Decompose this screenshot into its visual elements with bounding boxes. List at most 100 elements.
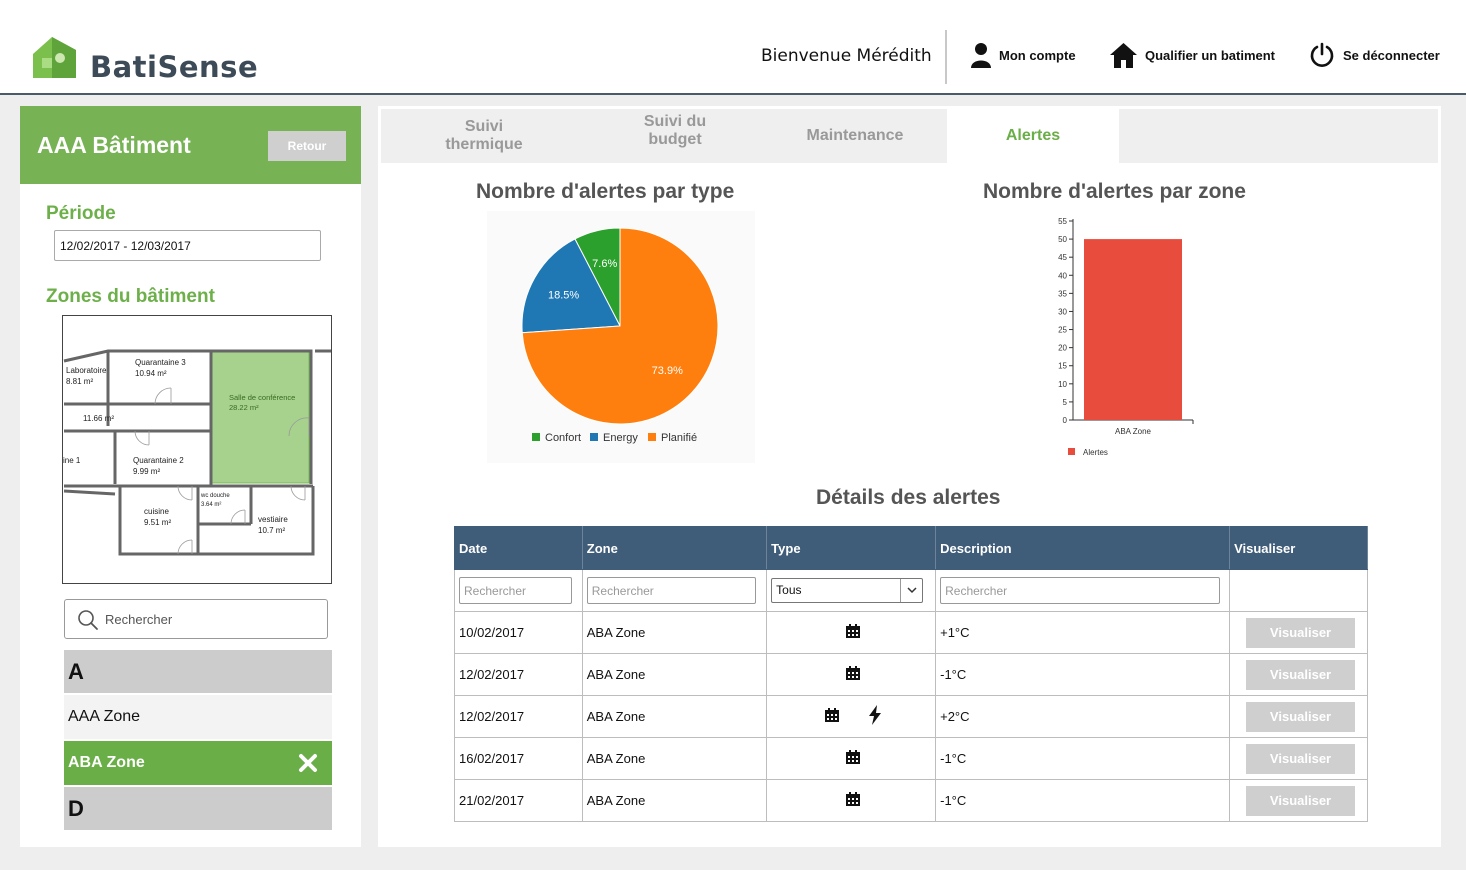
visualiser-button[interactable]: Visualiser <box>1246 617 1356 648</box>
cell-type <box>766 653 937 696</box>
legend-label[interactable]: Alertes <box>1083 448 1108 457</box>
y-tick-label: 5 <box>1063 398 1068 407</box>
room-area: 9.51 m² <box>144 518 171 527</box>
visualiser-button[interactable]: Visualiser <box>1246 701 1356 732</box>
col-visualiser: Visualiser <box>1229 526 1368 570</box>
tab-label: Suivi thermique <box>445 118 523 153</box>
pie-slice-energy[interactable] <box>521 238 621 334</box>
legend-label[interactable]: Planifié <box>661 432 697 444</box>
my-account-link[interactable]: Mon compte <box>971 40 1076 70</box>
cell-zone: ABA Zone <box>581 737 768 780</box>
cell-description: +1°C <box>935 611 1231 654</box>
y-tick-label: 25 <box>1058 326 1067 335</box>
cell-type <box>766 737 937 780</box>
room-area: 28.22 m² <box>229 403 259 412</box>
logout-link[interactable]: Se déconnecter <box>1309 40 1440 70</box>
col-zone[interactable]: Zone <box>581 526 768 570</box>
legend-swatch <box>532 433 540 441</box>
table-row: 12/02/2017 ABA Zone +2°C Visualiser <box>454 695 1368 738</box>
room-area: 8.81 m² <box>66 377 93 386</box>
pie-chart: 7.6% 18.5% 73.9% Confort Energy Planifié <box>487 211 755 463</box>
user-icon <box>971 43 991 68</box>
description-filter-input[interactable] <box>940 577 1221 604</box>
visualiser-button[interactable]: Visualiser <box>1246 785 1356 816</box>
app-header: BatiSense Bienvenue Mérédith Mon compte … <box>0 0 1466 95</box>
floor-plan[interactable]: Laboratoire 8.81 m² Quarantaine 3 10.94 … <box>62 315 332 584</box>
cell-type <box>766 695 937 738</box>
col-date[interactable]: Date <box>454 526 583 570</box>
y-tick-label: 15 <box>1058 362 1067 371</box>
close-icon[interactable] <box>298 753 318 773</box>
legend-label[interactable]: Energy <box>603 432 638 444</box>
visualiser-button[interactable]: Visualiser <box>1246 659 1356 690</box>
bar-aba-zone[interactable] <box>1084 239 1182 420</box>
room-area: 11.66 m² <box>83 414 114 423</box>
building-title: AAA Bâtiment <box>37 132 191 158</box>
cell-action: Visualiser <box>1229 611 1368 654</box>
col-description[interactable]: Description <box>935 526 1231 570</box>
zone-item-label: ABA Zone <box>68 754 145 771</box>
sidebar: AAA Bâtiment Retour Période Zones du bât… <box>20 106 361 847</box>
tab-suivi-budget[interactable]: Suivi du budget <box>587 109 763 163</box>
zone-filter-input[interactable] <box>586 577 757 604</box>
col-type[interactable]: Type <box>766 526 937 570</box>
cell-zone: ABA Zone <box>581 779 768 822</box>
back-button[interactable]: Retour <box>268 131 346 161</box>
y-tick-label: 50 <box>1058 235 1067 244</box>
zones-label: Zones du bâtiment <box>46 286 215 307</box>
y-tick-label: 20 <box>1058 344 1067 353</box>
period-input[interactable] <box>54 230 321 261</box>
zone-search-input[interactable] <box>105 610 315 628</box>
cell-zone: ABA Zone <box>581 653 768 696</box>
pie-chart-title: Nombre d'alertes par type <box>476 180 735 203</box>
zone-list: A AAA Zone ABA Zone D <box>64 650 332 830</box>
visualiser-button[interactable]: Visualiser <box>1246 743 1356 774</box>
zone-item-aba[interactable]: ABA Zone <box>64 741 332 785</box>
period-label: Période <box>46 203 116 224</box>
room-label: wc douche <box>200 493 230 499</box>
room-label: cuisine <box>144 507 169 516</box>
zone-search[interactable] <box>64 599 328 639</box>
building-header: AAA Bâtiment Retour <box>20 106 361 184</box>
table-row: 21/02/2017 ABA Zone -1°C Visualiser <box>454 779 1368 822</box>
room-label: Salle de conférence <box>229 393 295 402</box>
chevron-down-icon <box>900 579 922 602</box>
legend-label[interactable]: Confort <box>545 432 581 444</box>
brand-name: BatiSense <box>90 50 259 84</box>
pie-slice-planifié[interactable] <box>521 227 719 425</box>
tab-suivi-thermique[interactable]: Suivi thermique <box>381 109 587 163</box>
date-filter-input[interactable] <box>459 577 572 604</box>
brand-logo[interactable]: BatiSense <box>30 34 258 90</box>
zone-item-label: AAA Zone <box>68 708 141 725</box>
logout-label: Se déconnecter <box>1343 47 1440 63</box>
tab-maintenance[interactable]: Maintenance <box>763 109 947 163</box>
calendar-icon <box>845 665 861 684</box>
bar-chart: 0 5 10 15 20 25 30 35 40 45 50 55 ABA Zone Alertes <box>1038 212 1208 462</box>
filter-row: Tous <box>454 569 1368 612</box>
room-label: Quarantaine 3 <box>135 358 186 367</box>
tab-alertes[interactable]: Alertes <box>947 109 1119 163</box>
search-icon <box>78 610 98 630</box>
main-panel: Suivi thermique Suivi du budget Maintena… <box>378 106 1441 847</box>
room-salle-conference[interactable] <box>210 350 310 484</box>
room-area: 3.64 m² <box>201 502 221 508</box>
tab-label: Suivi du budget <box>643 113 707 148</box>
cell-action: Visualiser <box>1229 695 1368 738</box>
type-filter-select[interactable]: Tous <box>771 578 924 603</box>
legend-swatch <box>590 433 598 441</box>
my-account-label: Mon compte <box>999 47 1076 63</box>
qualify-building-link[interactable]: Qualifier un batiment <box>1110 40 1275 70</box>
room-area: 10.7 m² <box>258 526 285 535</box>
table-row: 10/02/2017 ABA Zone +1°C Visualiser <box>454 611 1368 654</box>
bar-chart-title: Nombre d'alertes par zone <box>983 180 1246 203</box>
room-label: ine 1 <box>63 456 81 465</box>
cell-description: -1°C <box>935 737 1231 780</box>
table-row: 12/02/2017 ABA Zone -1°C Visualiser <box>454 653 1368 696</box>
tab-bar: Suivi thermique Suivi du budget Maintena… <box>381 109 1438 163</box>
room-label: Laboratoire <box>66 366 107 375</box>
lightning-icon <box>868 705 882 728</box>
zone-item-aaa[interactable]: AAA Zone <box>64 695 332 739</box>
pie-slice-label: 18.5% <box>548 289 579 301</box>
house-logo-icon <box>33 37 76 78</box>
cell-date: 16/02/2017 <box>454 737 583 780</box>
